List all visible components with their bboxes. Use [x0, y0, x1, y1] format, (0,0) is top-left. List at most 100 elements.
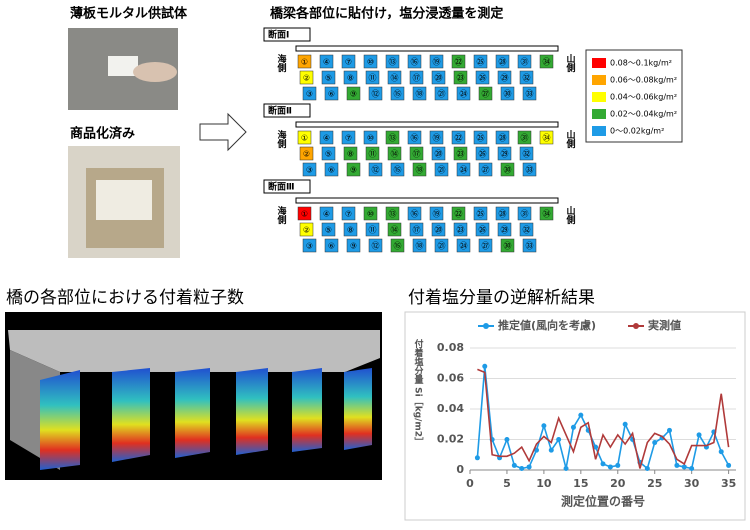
- cell-label: ⑰: [413, 150, 421, 159]
- gauge-cell: [522, 238, 537, 253]
- gauge-cell: [390, 238, 405, 253]
- point: [689, 465, 695, 471]
- gauge-cell: [434, 86, 449, 101]
- gauge-cell: [319, 54, 334, 69]
- gauge-cell: [324, 86, 339, 101]
- cell-label: ㉗: [482, 90, 490, 99]
- cell-label: ⑫: [372, 166, 380, 175]
- point: [615, 462, 621, 468]
- legend-label: 0.04～0.06kg/m²: [610, 93, 677, 102]
- cell-label: ㉛: [521, 58, 529, 67]
- gauge-cell: [409, 222, 424, 237]
- cell-label: ㉘: [499, 58, 507, 67]
- cell-label: ㉜: [523, 74, 531, 83]
- gauge-cell: [478, 86, 493, 101]
- cell-label: ⑭: [391, 74, 399, 83]
- cell-label: ⑮: [394, 242, 402, 251]
- gauge-cell: [343, 146, 358, 161]
- gauge-cell: [302, 238, 317, 253]
- gauge-cell: [434, 238, 449, 253]
- cell-label: ③: [306, 90, 313, 99]
- sea-label: 海側: [276, 53, 288, 73]
- gauge-cell: [341, 130, 356, 145]
- cell-label: ⑯: [411, 58, 419, 67]
- cell-label: ⑩: [367, 134, 374, 143]
- cell-label: ⑰: [413, 226, 421, 235]
- cell-label: ⑯: [411, 134, 419, 143]
- cell-label: ⑪: [369, 226, 377, 235]
- gauge-cell: [539, 206, 554, 221]
- cell-label: ⑨: [350, 166, 357, 175]
- x-axis-label: 測定位置の番号: [561, 494, 645, 509]
- cell-label: ④: [323, 134, 330, 143]
- legend-label: 0.06～0.08kg/m²: [610, 76, 677, 85]
- gauge-cell: [407, 54, 422, 69]
- cell-label: ⑱: [416, 242, 424, 251]
- cell-label: ⑨: [350, 242, 357, 251]
- cell-label: ①: [301, 58, 308, 67]
- gauge-cell: [385, 206, 400, 221]
- cell-label: ㉞: [543, 134, 551, 143]
- gauge-cell: [539, 130, 554, 145]
- pier-panels: [40, 368, 372, 470]
- cell-label: ⑥: [328, 242, 335, 251]
- gauge-cell: [453, 222, 468, 237]
- cell-label: ⑱: [416, 166, 424, 175]
- cell-label: ⑪: [369, 74, 377, 83]
- gauge-cell: [365, 222, 380, 237]
- cell-label: ㉑: [438, 166, 446, 175]
- cell-label: ㉒: [455, 210, 463, 219]
- point: [696, 432, 702, 438]
- cell-label: ㉖: [479, 150, 487, 159]
- cell-label: ⑪: [369, 150, 377, 159]
- gauge-cell: [475, 70, 490, 85]
- diagram-title: 橋梁各部位に貼付け，塩分浸透量を測定: [270, 6, 503, 22]
- section-label-box: [263, 103, 311, 118]
- hand: [133, 62, 177, 82]
- cell-label: ㉝: [526, 166, 534, 175]
- cell-label: ①: [301, 210, 308, 219]
- cell-label: ㉖: [479, 226, 487, 235]
- gauge-cell: [321, 222, 336, 237]
- cell-label: ⑤: [325, 150, 332, 159]
- chart-title: 付着塩分量の逆解析結果: [408, 288, 595, 308]
- gauge-cell: [429, 206, 444, 221]
- gauge-cell: [478, 238, 493, 253]
- y-tick-label: 0.06: [437, 372, 464, 385]
- gauge-cell: [346, 162, 361, 177]
- gauge-cell: [302, 86, 317, 101]
- gauge-cell: [495, 54, 510, 69]
- gauge-cell: [302, 162, 317, 177]
- cell-label: ④: [323, 210, 330, 219]
- gauge-cell: [522, 86, 537, 101]
- cell-label: ⑭: [391, 226, 399, 235]
- cell-label: ㉛: [521, 134, 529, 143]
- gauge-cell: [519, 146, 534, 161]
- specimen-title: 薄板モルタル供試体: [70, 6, 188, 22]
- cell-label: ⑦: [345, 58, 352, 67]
- gauge-cell: [343, 222, 358, 237]
- legend-label: 0.08～0.1kg/m²: [610, 59, 672, 68]
- cell-label: ⑥: [328, 166, 335, 175]
- gauge-cell: [431, 222, 446, 237]
- cell-label: ④: [323, 58, 330, 67]
- arrow: [199, 112, 247, 152]
- gauge-cell: [497, 146, 512, 161]
- gauge-cell: [343, 70, 358, 85]
- gauge-cell: [365, 146, 380, 161]
- gauge-cell: [451, 130, 466, 145]
- gauge-cell: [341, 206, 356, 221]
- gauge-cell: [409, 70, 424, 85]
- point: [622, 421, 628, 427]
- x-tick-label: 20: [610, 477, 626, 490]
- section-label: 断面Ⅰ: [268, 29, 289, 41]
- gauge-cell: [500, 238, 515, 253]
- y-tick-label: 0.02: [437, 433, 464, 446]
- gauge-cell: [387, 70, 402, 85]
- gauge-cell: [297, 54, 312, 69]
- point: [600, 461, 606, 467]
- point: [593, 444, 599, 450]
- x-tick-label: 35: [721, 477, 736, 490]
- deck: [295, 45, 559, 52]
- mountain-label: 山側: [565, 205, 577, 225]
